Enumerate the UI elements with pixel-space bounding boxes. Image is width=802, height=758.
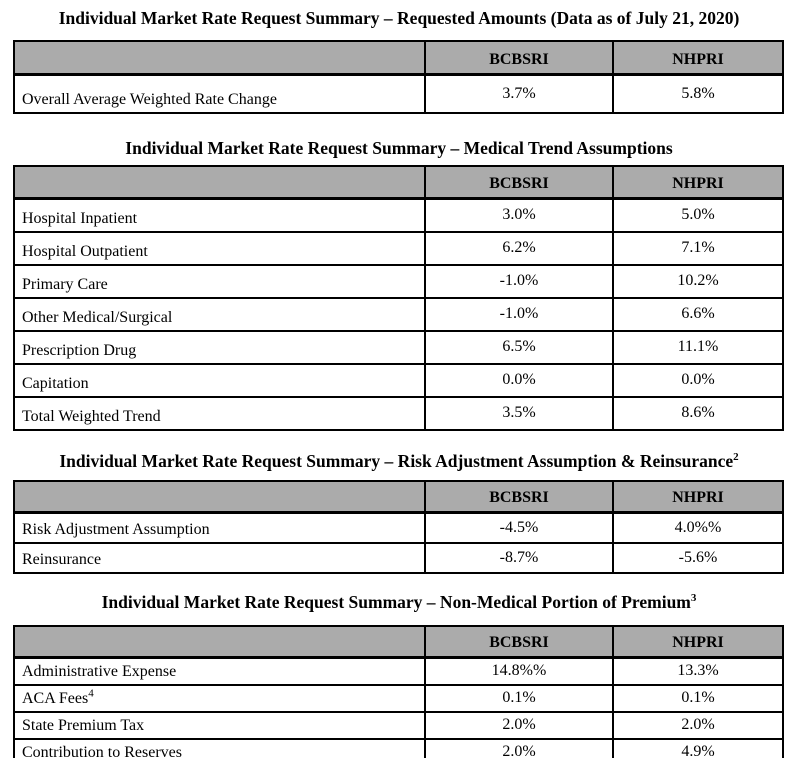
section-risk-adjustment-reinsurance: Individual Market Rate Request Summary –… bbox=[13, 451, 785, 575]
row-label: Prescription Drug bbox=[13, 330, 426, 366]
section-requested-amounts: Individual Market Rate Request Summary –… bbox=[13, 8, 785, 115]
bcbsri-value: 14.8%% bbox=[424, 656, 614, 686]
column-header-bcbsri: BCBSRI bbox=[424, 40, 614, 77]
column-header-nhpri: NHPRI bbox=[612, 480, 784, 515]
column-header-nhpri: NHPRI bbox=[612, 165, 784, 201]
row-label: Reinsurance bbox=[13, 542, 426, 575]
row-label: Contribution to Reserves bbox=[13, 737, 426, 758]
bcbsri-value: 6.2% bbox=[424, 231, 614, 267]
column-header-bcbsri: BCBSRI bbox=[424, 165, 614, 201]
bcbsri-value: 3.5% bbox=[424, 396, 614, 432]
nhpri-value: 6.6% bbox=[612, 297, 784, 333]
row-label-text: ACA Fees bbox=[22, 689, 89, 707]
table-header-row: BCBSRI NHPRI bbox=[13, 40, 784, 77]
rate-table-requested-amounts: BCBSRI NHPRI Overall Average Weighted Ra… bbox=[13, 40, 784, 115]
nhpri-value: -5.6% bbox=[612, 542, 784, 575]
row-label: Hospital Inpatient bbox=[13, 197, 426, 234]
nhpri-value: 11.1% bbox=[612, 330, 784, 366]
table-row: Other Medical/Surgical -1.0% 6.6% bbox=[13, 297, 784, 333]
column-header-empty bbox=[13, 40, 426, 77]
bcbsri-value: -4.5% bbox=[424, 511, 614, 545]
nhpri-value: 10.2% bbox=[612, 264, 784, 300]
section-non-medical-premium: Individual Market Rate Request Summary –… bbox=[13, 592, 785, 758]
nhpri-value: 4.0%% bbox=[612, 511, 784, 545]
nhpri-value: 0.1% bbox=[612, 683, 784, 713]
footnote-marker: 3 bbox=[690, 592, 697, 605]
rate-table-medical-trend: BCBSRI NHPRI Hospital Inpatient 3.0% 5.0… bbox=[13, 165, 784, 432]
table-row: Primary Care -1.0% 10.2% bbox=[13, 264, 784, 300]
row-label: Capitation bbox=[13, 363, 426, 399]
row-label: ACA Fees4 bbox=[13, 683, 426, 713]
table-header-row: BCBSRI NHPRI bbox=[13, 480, 784, 515]
column-header-empty bbox=[13, 480, 426, 515]
bcbsri-value: 2.0% bbox=[424, 710, 614, 740]
row-label: Risk Adjustment Assumption bbox=[13, 511, 426, 545]
nhpri-value: 2.0% bbox=[612, 710, 784, 740]
bcbsri-value: 3.0% bbox=[424, 197, 614, 234]
section-title: Individual Market Rate Request Summary –… bbox=[13, 451, 785, 471]
table-header-row: BCBSRI NHPRI bbox=[13, 624, 784, 659]
section-title: Individual Market Rate Request Summary –… bbox=[13, 138, 785, 158]
row-label: Administrative Expense bbox=[13, 656, 426, 686]
row-label: Overall Average Weighted Rate Change bbox=[13, 73, 426, 115]
nhpri-value: 8.6% bbox=[612, 396, 784, 432]
nhpri-value: 5.8% bbox=[612, 73, 784, 115]
bcbsri-value: 0.0% bbox=[424, 363, 614, 399]
table-row: Hospital Inpatient 3.0% 5.0% bbox=[13, 197, 784, 234]
table-row: Prescription Drug 6.5% 11.1% bbox=[13, 330, 784, 366]
nhpri-value: 5.0% bbox=[612, 197, 784, 234]
table-row: Reinsurance -8.7% -5.6% bbox=[13, 542, 784, 575]
table-row: Risk Adjustment Assumption -4.5% 4.0%% bbox=[13, 511, 784, 545]
table-row: State Premium Tax 2.0% 2.0% bbox=[13, 710, 784, 740]
bcbsri-value: -8.7% bbox=[424, 542, 614, 575]
bcbsri-value: 2.0% bbox=[424, 737, 614, 758]
rate-table-non-medical: BCBSRI NHPRI Administrative Expense 14.8… bbox=[13, 624, 784, 758]
section-title-text: Individual Market Rate Request Summary –… bbox=[59, 451, 734, 472]
row-label: Hospital Outpatient bbox=[13, 231, 426, 267]
section-title: Individual Market Rate Request Summary –… bbox=[13, 8, 785, 28]
nhpri-value: 0.0% bbox=[612, 363, 784, 399]
table-row: Contribution to Reserves 2.0% 4.9% bbox=[13, 737, 784, 758]
row-label: Primary Care bbox=[13, 264, 426, 300]
bcbsri-value: -1.0% bbox=[424, 264, 614, 300]
column-header-bcbsri: BCBSRI bbox=[424, 480, 614, 515]
section-title-text: Individual Market Rate Request Summary –… bbox=[58, 8, 740, 28]
column-header-bcbsri: BCBSRI bbox=[424, 624, 614, 659]
bcbsri-value: -1.0% bbox=[424, 297, 614, 333]
footnote-marker: 2 bbox=[733, 451, 739, 464]
bcbsri-value: 6.5% bbox=[424, 330, 614, 366]
table-row: Total Weighted Trend 3.5% 8.6% bbox=[13, 396, 784, 432]
column-header-empty bbox=[13, 624, 426, 659]
nhpri-value: 7.1% bbox=[612, 231, 784, 267]
footnote-marker: 4 bbox=[88, 687, 94, 700]
rate-table-risk-adjustment: BCBSRI NHPRI Risk Adjustment Assumption … bbox=[13, 480, 784, 575]
row-label: Total Weighted Trend bbox=[13, 396, 426, 432]
bcbsri-value: 0.1% bbox=[424, 683, 614, 713]
table-row: Overall Average Weighted Rate Change 3.7… bbox=[13, 73, 784, 115]
table-row: Administrative Expense 14.8%% 13.3% bbox=[13, 656, 784, 686]
column-header-empty bbox=[13, 165, 426, 201]
table-header-row: BCBSRI NHPRI bbox=[13, 165, 784, 201]
section-medical-trend-assumptions: Individual Market Rate Request Summary –… bbox=[13, 138, 785, 432]
column-header-nhpri: NHPRI bbox=[612, 40, 784, 77]
section-title-text: Individual Market Rate Request Summary –… bbox=[125, 138, 673, 159]
bcbsri-value: 3.7% bbox=[424, 73, 614, 115]
row-label: State Premium Tax bbox=[13, 710, 426, 740]
table-row: Capitation 0.0% 0.0% bbox=[13, 363, 784, 399]
row-label: Other Medical/Surgical bbox=[13, 297, 426, 333]
table-row: ACA Fees4 0.1% 0.1% bbox=[13, 683, 784, 713]
column-header-nhpri: NHPRI bbox=[612, 624, 784, 659]
nhpri-value: 13.3% bbox=[612, 656, 784, 686]
table-row: Hospital Outpatient 6.2% 7.1% bbox=[13, 231, 784, 267]
section-title-text: Individual Market Rate Request Summary –… bbox=[101, 592, 691, 613]
section-title: Individual Market Rate Request Summary –… bbox=[13, 592, 785, 612]
nhpri-value: 4.9% bbox=[612, 737, 784, 758]
